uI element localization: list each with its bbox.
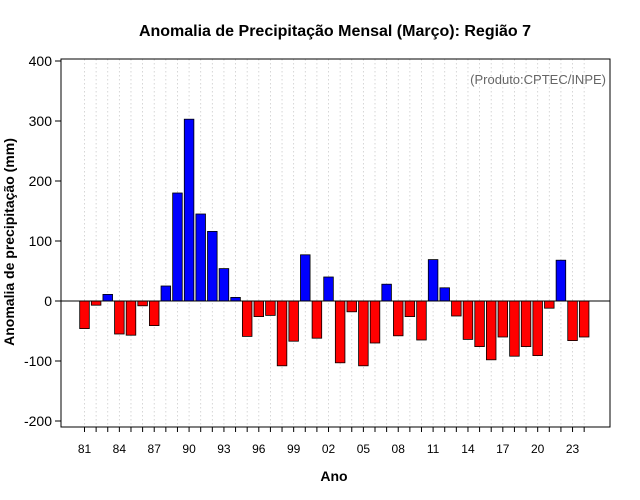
y-tick-label: -200 — [24, 413, 52, 429]
bar-2008 — [393, 300, 404, 337]
y-axis: -200 -100 0 100 200 300 400 — [24, 53, 61, 429]
bar-1997 — [265, 300, 276, 316]
bars — [79, 118, 590, 367]
bar-2011 — [427, 259, 439, 302]
bar-2021 — [544, 300, 555, 309]
bar-1987 — [149, 300, 160, 327]
y-tick-label: 0 — [44, 293, 52, 309]
x-tick-label: 84 — [113, 442, 127, 456]
x-tick-label: 90 — [182, 442, 196, 456]
x-tick-label: 05 — [357, 442, 371, 456]
credit-label: (Produto:CPTEC/INPE) — [470, 72, 606, 87]
bar-1990 — [183, 118, 195, 302]
bar-2019 — [520, 300, 532, 347]
x-tick-label: 99 — [287, 442, 301, 456]
bar-2014 — [462, 300, 474, 340]
y-tick-label: -100 — [24, 353, 52, 369]
y-tick-label: 300 — [29, 113, 53, 129]
y-tick-label: 400 — [29, 53, 53, 69]
bar-2023 — [567, 300, 578, 341]
bar-1992 — [207, 230, 218, 302]
x-axis: 81 84 87 90 93 96 99 02 05 08 11 14 17 20 23 — [78, 427, 585, 456]
x-tick-label: 20 — [531, 442, 545, 456]
bar-2001 — [311, 300, 323, 339]
x-tick-label: 14 — [461, 442, 475, 456]
bar-2017 — [497, 300, 509, 338]
x-tick-label: 17 — [496, 442, 510, 456]
bar-1995 — [241, 300, 253, 337]
bar-2016 — [485, 300, 497, 361]
bar-2018 — [509, 300, 520, 357]
x-tick-label: 81 — [78, 442, 92, 456]
plot-frame — [60, 58, 611, 428]
y-axis-label: Anomalia de precipitação (mm) — [1, 138, 17, 346]
bar-1991 — [195, 213, 206, 302]
bar-1989 — [172, 192, 183, 302]
bar-2020 — [532, 300, 543, 356]
bar-2000 — [300, 254, 311, 302]
bar-1998 — [276, 300, 288, 367]
bar-2010 — [416, 300, 427, 341]
bar-2004 — [346, 300, 357, 313]
bar-1994 — [230, 296, 241, 302]
bar-2012 — [439, 287, 450, 302]
bar-1984 — [114, 300, 125, 335]
x-tick-label: 96 — [252, 442, 266, 456]
y-tick-label: 100 — [29, 233, 53, 249]
bar-2006 — [369, 300, 381, 344]
bar-1985 — [125, 300, 137, 336]
x-axis-label: Ano — [320, 468, 347, 484]
bar-1999 — [288, 300, 299, 342]
bar-2005 — [358, 300, 369, 367]
bar-1981 — [79, 300, 90, 330]
bar-2009 — [404, 300, 416, 318]
x-tick-label: 93 — [217, 442, 231, 456]
x-tick-label: 08 — [392, 442, 406, 456]
y-tick-label: 200 — [29, 173, 53, 189]
x-tick-label: 87 — [148, 442, 162, 456]
bar-1986 — [137, 300, 148, 307]
bar-2024 — [578, 300, 590, 338]
bar-1983 — [102, 293, 113, 302]
bar-2007 — [381, 283, 392, 302]
bar-1993 — [218, 268, 230, 302]
chart-title: Anomalia de Precipitação Mensal (Março):… — [139, 23, 531, 40]
bar-2022 — [555, 259, 567, 302]
bar-2015 — [474, 300, 485, 347]
bar-2013 — [451, 300, 462, 317]
bar-1988 — [160, 285, 172, 302]
bar-2002 — [323, 276, 334, 302]
bar-1982 — [90, 300, 102, 306]
bar-2003 — [334, 300, 346, 364]
x-tick-label: 23 — [566, 442, 580, 456]
x-tick-label: 02 — [322, 442, 336, 456]
x-tick-label: 11 — [427, 442, 440, 456]
bar-1996 — [253, 300, 265, 318]
gridlines — [84, 59, 585, 427]
